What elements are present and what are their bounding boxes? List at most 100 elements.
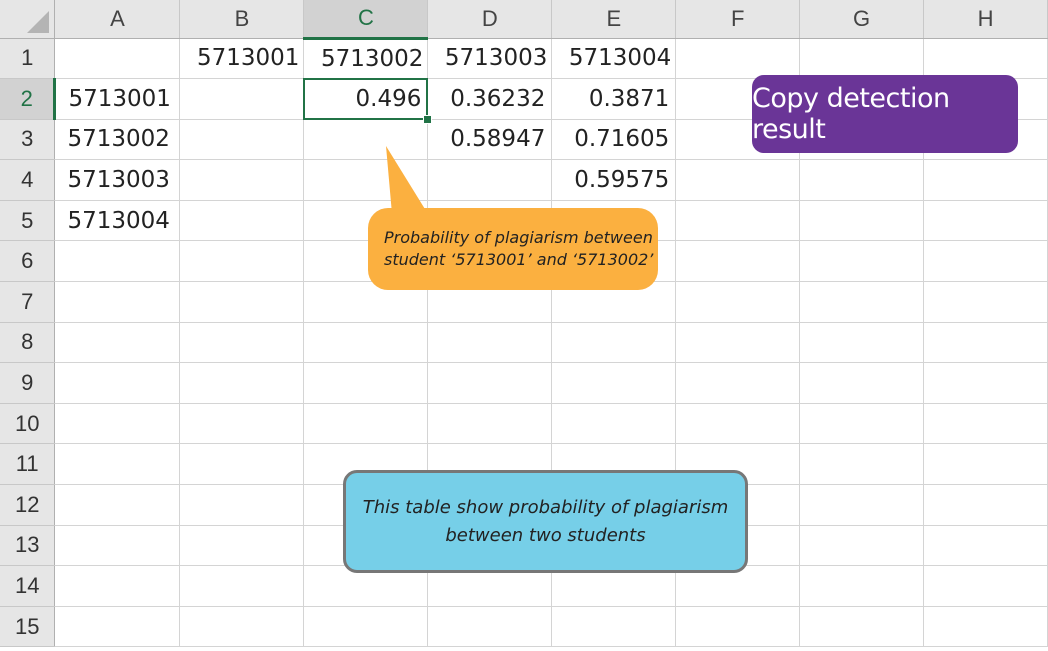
cell-b4[interactable] <box>179 159 305 201</box>
column-header-b[interactable]: B <box>179 0 305 39</box>
empty-cell[interactable] <box>675 403 801 445</box>
cell-a5[interactable]: 5713004 <box>54 200 181 242</box>
empty-cell[interactable] <box>923 484 1048 526</box>
fill-handle[interactable] <box>423 114 433 124</box>
empty-cell[interactable] <box>799 525 925 567</box>
empty-cell[interactable] <box>303 362 429 404</box>
cell-a1[interactable] <box>54 38 181 80</box>
row-header-3[interactable]: 3 <box>0 119 56 161</box>
empty-cell[interactable] <box>799 484 925 526</box>
empty-cell[interactable] <box>179 362 305 404</box>
empty-cell[interactable] <box>54 362 181 404</box>
cell-g1[interactable] <box>799 38 925 80</box>
empty-cell[interactable] <box>179 240 305 283</box>
cell-h5[interactable] <box>923 200 1048 242</box>
cell-a2[interactable]: 5713001 <box>54 78 181 120</box>
empty-cell[interactable] <box>675 322 801 364</box>
column-header-g[interactable]: G <box>799 0 925 39</box>
empty-cell[interactable] <box>923 322 1048 364</box>
empty-cell[interactable] <box>179 322 305 364</box>
empty-cell[interactable] <box>923 525 1048 567</box>
empty-cell[interactable] <box>303 606 429 648</box>
empty-cell[interactable] <box>675 240 801 283</box>
empty-cell[interactable] <box>551 322 677 364</box>
cell-c2-active[interactable]: 0.496 <box>302 77 433 124</box>
cell-e4[interactable]: 0.59575 <box>551 159 677 201</box>
empty-cell[interactable] <box>54 606 181 648</box>
cell-b2[interactable] <box>179 78 305 120</box>
empty-cell[interactable] <box>799 281 925 323</box>
empty-cell[interactable] <box>551 606 677 648</box>
empty-cell[interactable] <box>54 281 181 323</box>
empty-cell[interactable] <box>675 281 801 323</box>
empty-cell[interactable] <box>923 240 1048 283</box>
empty-cell[interactable] <box>799 565 925 607</box>
empty-cell[interactable] <box>54 443 181 486</box>
cell-f5[interactable] <box>675 200 801 242</box>
row-header-8[interactable]: 8 <box>0 322 56 364</box>
row-header-13[interactable]: 13 <box>0 525 56 567</box>
cell-e1[interactable]: 5713004 <box>551 38 677 80</box>
cell-e2[interactable]: 0.3871 <box>551 78 677 120</box>
cell-f1[interactable] <box>675 38 801 80</box>
cell-f4[interactable] <box>675 159 801 201</box>
empty-cell[interactable] <box>54 322 181 364</box>
empty-cell[interactable] <box>427 322 553 364</box>
cell-h4[interactable] <box>923 159 1048 201</box>
row-header-7[interactable]: 7 <box>0 281 56 323</box>
empty-cell[interactable] <box>303 322 429 364</box>
cell-g5[interactable] <box>799 200 925 242</box>
empty-cell[interactable] <box>923 362 1048 404</box>
empty-cell[interactable] <box>923 403 1048 445</box>
column-header-a[interactable]: A <box>54 0 181 39</box>
empty-cell[interactable] <box>54 484 181 526</box>
column-header-h[interactable]: H <box>923 0 1048 39</box>
empty-cell[interactable] <box>179 281 305 323</box>
cell-b1[interactable]: 5713001 <box>179 38 305 80</box>
empty-cell[interactable] <box>179 606 305 648</box>
row-header-5[interactable]: 5 <box>0 200 56 242</box>
column-header-d[interactable]: D <box>427 0 553 39</box>
row-header-15[interactable]: 15 <box>0 606 56 648</box>
empty-cell[interactable] <box>675 606 801 648</box>
empty-cell[interactable] <box>179 443 305 486</box>
cell-g4[interactable] <box>799 159 925 201</box>
cell-b5[interactable] <box>179 200 305 242</box>
row-header-12[interactable]: 12 <box>0 484 56 526</box>
cell-d2[interactable]: 0.36232 <box>427 78 553 120</box>
empty-cell[interactable] <box>799 443 925 486</box>
empty-cell[interactable] <box>179 484 305 526</box>
cell-a4[interactable]: 5713003 <box>54 159 181 201</box>
empty-cell[interactable] <box>799 240 925 283</box>
cell-e3[interactable]: 0.71605 <box>551 119 677 161</box>
empty-cell[interactable] <box>799 606 925 648</box>
empty-cell[interactable] <box>551 403 677 445</box>
row-header-9[interactable]: 9 <box>0 362 56 404</box>
empty-cell[interactable] <box>923 281 1048 323</box>
empty-cell[interactable] <box>923 606 1048 648</box>
empty-cell[interactable] <box>54 565 181 607</box>
cell-h1[interactable] <box>923 38 1048 80</box>
row-header-11[interactable]: 11 <box>0 443 56 486</box>
row-header-14[interactable]: 14 <box>0 565 56 607</box>
select-all-corner[interactable] <box>0 0 56 39</box>
empty-cell[interactable] <box>675 362 801 404</box>
cell-b3[interactable] <box>179 119 305 161</box>
empty-cell[interactable] <box>923 565 1048 607</box>
cell-c3[interactable] <box>303 119 429 161</box>
column-header-c[interactable]: C <box>303 0 429 40</box>
cell-a3[interactable]: 5713002 <box>54 119 181 161</box>
empty-cell[interactable] <box>179 565 305 607</box>
empty-cell[interactable] <box>54 525 181 567</box>
row-header-10[interactable]: 10 <box>0 403 56 445</box>
empty-cell[interactable] <box>179 525 305 567</box>
empty-cell[interactable] <box>799 403 925 445</box>
cell-d1[interactable]: 5713003 <box>427 38 553 80</box>
empty-cell[interactable] <box>427 403 553 445</box>
cell-d4[interactable] <box>427 159 553 201</box>
column-header-f[interactable]: F <box>675 0 801 39</box>
empty-cell[interactable] <box>923 443 1048 486</box>
empty-cell[interactable] <box>799 362 925 404</box>
cell-d3[interactable]: 0.58947 <box>427 119 553 161</box>
empty-cell[interactable] <box>54 240 181 283</box>
